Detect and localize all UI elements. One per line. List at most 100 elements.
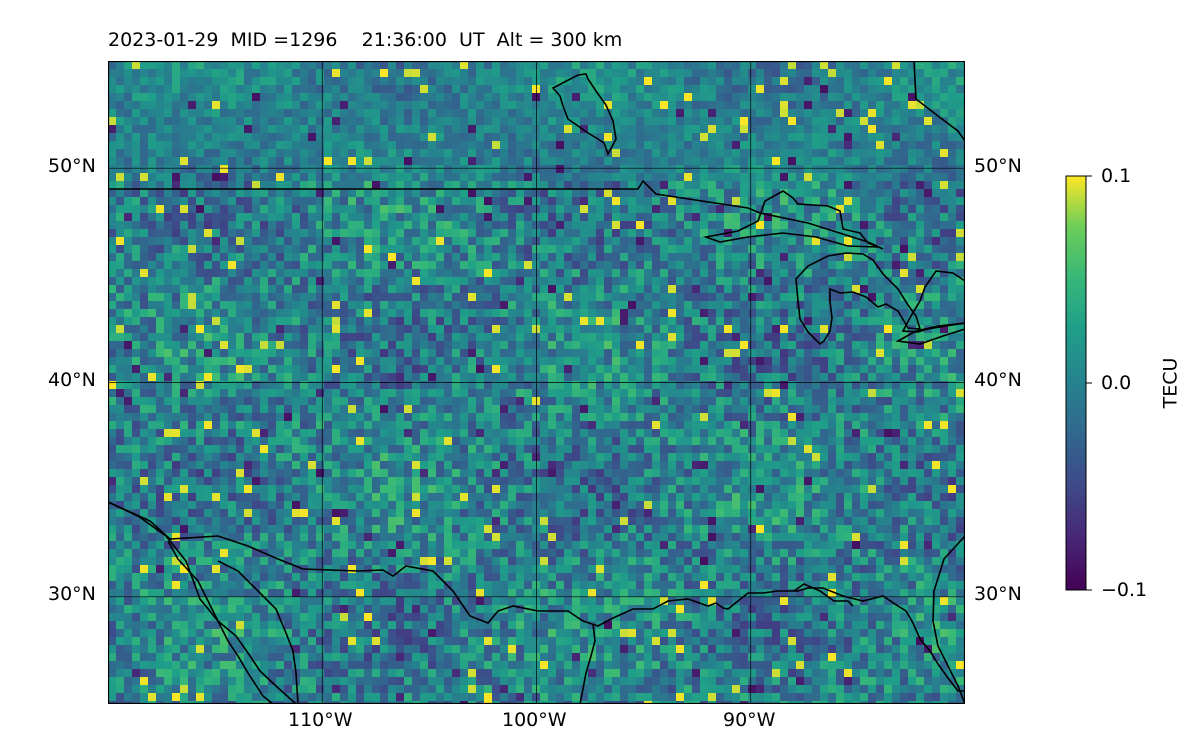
tec-cell (716, 157, 725, 166)
tec-cell (548, 349, 557, 358)
tec-cell (404, 141, 413, 150)
tec-cell (804, 85, 813, 94)
tec-cell (548, 389, 557, 398)
tec-cell (500, 101, 509, 110)
tec-cell (292, 373, 301, 382)
tec-cell (164, 365, 173, 374)
tec-cell (828, 277, 837, 286)
tec-cell (692, 229, 701, 238)
tec-cell (684, 133, 693, 142)
tec-cell (260, 349, 269, 358)
tec-cell (388, 85, 397, 94)
tec-cell (804, 77, 813, 86)
tec-cell (852, 189, 861, 198)
tec-cell (300, 317, 309, 326)
tec-cell (348, 421, 357, 430)
tec-cell (956, 413, 965, 422)
tec-cell (524, 365, 533, 374)
tec-cell (660, 253, 669, 262)
tec-cell (740, 253, 749, 262)
tec-cell (780, 373, 789, 382)
tec-cell (756, 421, 765, 430)
tec-cell (508, 293, 517, 302)
tec-cell (820, 85, 829, 94)
tec-cell (932, 77, 941, 86)
tec-cell (836, 397, 845, 406)
tec-cell (572, 333, 581, 342)
tec-cell (148, 285, 157, 294)
tec-cell (556, 317, 565, 326)
tec-cell (340, 221, 349, 230)
tec-cell (796, 221, 805, 230)
tec-cell (252, 93, 261, 102)
tec-cell (756, 213, 765, 222)
tec-cell (140, 197, 149, 206)
tec-cell (908, 285, 917, 294)
tec-cell (388, 285, 397, 294)
tec-cell (348, 373, 357, 382)
tec-cell (404, 333, 413, 342)
tec-cell (652, 165, 661, 174)
tec-cell (340, 309, 349, 318)
tec-cell (516, 197, 525, 206)
tec-cell (700, 141, 709, 150)
tec-cell (476, 157, 485, 166)
tec-cell (180, 149, 189, 158)
tec-cell (540, 349, 549, 358)
tec-cell (828, 149, 837, 158)
tec-cell (428, 101, 437, 110)
tec-cell (932, 101, 941, 110)
tec-cell (220, 237, 229, 246)
tec-cell (708, 61, 717, 70)
tec-cell (396, 373, 405, 382)
tec-cell (356, 405, 365, 414)
tec-cell (684, 181, 693, 190)
tec-cell (500, 269, 509, 278)
tec-cell (956, 117, 965, 126)
tec-cell (948, 173, 957, 182)
tec-cell (508, 61, 517, 70)
tec-cell (916, 277, 925, 286)
tec-cell (540, 277, 549, 286)
tec-cell (844, 261, 853, 270)
tec-cell (356, 69, 365, 78)
tec-cell (428, 181, 437, 190)
tec-cell (812, 165, 821, 174)
tec-cell (772, 61, 781, 70)
tec-cell (196, 141, 205, 150)
tec-cell (948, 157, 957, 166)
tec-cell (508, 173, 517, 182)
tec-cell (580, 69, 589, 78)
tec-cell (260, 301, 269, 310)
tec-cell (500, 237, 509, 246)
tec-cell (404, 85, 413, 94)
tec-cell (228, 181, 237, 190)
tec-cell (340, 301, 349, 310)
tec-cell (620, 133, 629, 142)
tec-cell (908, 269, 917, 278)
tec-cell (876, 173, 885, 182)
tec-cell (900, 197, 909, 206)
tec-cell (540, 421, 549, 430)
tec-cell (748, 261, 757, 270)
tec-cell (836, 245, 845, 254)
tec-cell (188, 413, 197, 422)
tec-cell (324, 189, 333, 198)
tec-cell (740, 333, 749, 342)
tec-cell (772, 301, 781, 310)
tec-cell (556, 389, 565, 398)
tec-cell (812, 365, 821, 374)
tec-cell (132, 77, 141, 86)
tec-cell (596, 125, 605, 134)
tec-cell (132, 245, 141, 254)
tec-cell (764, 77, 773, 86)
tec-cell (540, 181, 549, 190)
tec-cell (220, 109, 229, 118)
tec-cell (732, 421, 741, 430)
tec-cell (108, 397, 117, 406)
tec-cell (340, 69, 349, 78)
tec-cell (148, 293, 157, 302)
tec-cell (540, 365, 549, 374)
tec-cell (588, 405, 597, 414)
tec-cell (340, 213, 349, 222)
